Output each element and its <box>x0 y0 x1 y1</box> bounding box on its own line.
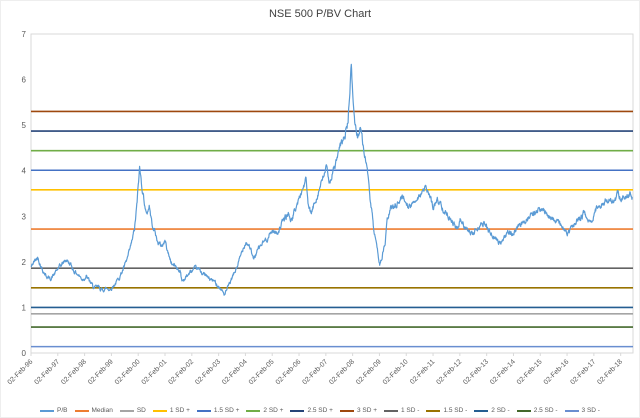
legend-label: SD <box>136 407 146 414</box>
x-tick-label: 02-Feb-96 <box>7 358 35 386</box>
legend-marker-1-5-sd <box>426 409 441 412</box>
x-tick-label: 02-Feb-04 <box>221 358 249 386</box>
x-tick-label: 02-Feb-10 <box>382 358 410 386</box>
x-tick-label: 02-Feb-07 <box>301 358 329 386</box>
legend-label: 1 SD + <box>169 407 190 414</box>
y-tick-label: 5 <box>22 121 27 130</box>
chart-legend: P/B Median SD 1 SD + 1.5 SD + 2 SD + 2.5 SD + 3… <box>1 407 639 414</box>
x-tick-label: 02-Feb-12 <box>435 358 463 386</box>
y-tick-label: 0 <box>22 349 27 358</box>
legend-label: 3 SD + <box>356 407 378 414</box>
legend-marker-1-5-sd <box>196 409 211 412</box>
y-tick-label: 1 <box>22 303 27 312</box>
legend-item-sd: SD <box>119 407 146 414</box>
legend-marker-3-sd <box>339 409 354 412</box>
pb-series-line <box>30 63 633 296</box>
legend-label: 1.5 SD + <box>213 407 240 414</box>
legend-item-1-5-sd: 1.5 SD + <box>196 407 240 414</box>
legend-item-2-sd: 2 SD + <box>246 407 283 414</box>
legend-item-p-b: P/B <box>40 407 68 414</box>
legend-marker-2-sd <box>474 409 489 412</box>
chart-title: NSE 500 P/BV Chart <box>268 8 372 20</box>
legend-label: 2.5 SD + <box>307 407 333 414</box>
x-tick-label: 02-Feb-17 <box>569 358 597 386</box>
legend-item-2-5-sd: 2.5 SD - <box>516 407 558 414</box>
legend-marker-median <box>74 409 89 412</box>
x-tick-label: 02-Feb-18 <box>596 358 624 386</box>
x-tick-label: 02-Feb-06 <box>275 358 303 386</box>
legend-marker-2-sd <box>246 409 261 412</box>
legend-item-1-5-sd: 1.5 SD - <box>426 407 467 414</box>
legend-label: 2 SD - <box>491 407 510 414</box>
legend-marker-2-5-sd <box>516 409 531 412</box>
legend-label: 1.5 SD - <box>443 407 468 414</box>
legend-item-3-sd: 3 SD + <box>339 407 378 414</box>
x-tick-label: 02-Feb-05 <box>248 358 276 386</box>
legend-marker-sd <box>119 409 134 412</box>
x-tick-label: 02-Feb-15 <box>516 358 544 386</box>
legend-label: P/B <box>57 407 68 414</box>
y-tick-label: 2 <box>22 258 27 267</box>
legend-item-2-5-sd: 2.5 SD + <box>290 407 333 414</box>
legend-label: 3 SD - <box>581 407 600 414</box>
legend-label: Median <box>91 407 113 414</box>
x-tick-label: 02-Feb-13 <box>462 358 490 386</box>
legend-marker-2-5-sd <box>290 409 305 412</box>
x-tick-label: 02-Feb-09 <box>355 358 383 386</box>
x-tick-label: 02-Feb-99 <box>87 358 115 386</box>
legend-item-1-sd: 1 SD + <box>152 407 190 414</box>
x-tick-label: 02-Feb-00 <box>114 358 142 386</box>
x-tick-label: 02-Feb-03 <box>194 358 222 386</box>
y-tick-label: 7 <box>22 30 27 39</box>
x-tick-label: 02-Feb-14 <box>489 358 517 386</box>
legend-item-2-sd: 2 SD - <box>474 407 510 414</box>
x-tick-label: 02-Feb-08 <box>328 358 356 386</box>
x-tick-label: 02-Feb-02 <box>167 358 195 386</box>
legend-marker-1-sd <box>152 409 167 412</box>
x-tick-label: 02-Feb-01 <box>141 358 169 386</box>
y-tick-label: 3 <box>22 212 27 221</box>
legend-label: 2.5 SD - <box>533 407 558 414</box>
legend-item-1-sd: 1 SD - <box>384 407 419 414</box>
legend-marker-p-b <box>40 409 55 412</box>
x-tick-label: 02-Feb-11 <box>409 358 436 385</box>
x-tick-label: 02-Feb-98 <box>60 358 88 386</box>
legend-marker-1-sd <box>384 409 399 412</box>
x-tick-label: 02-Feb-16 <box>543 358 571 386</box>
legend-item-3-sd: 3 SD - <box>564 407 600 414</box>
y-tick-label: 4 <box>22 167 27 176</box>
legend-marker-3-sd <box>564 409 579 412</box>
legend-label: 1 SD - <box>401 407 420 414</box>
legend-label: 2 SD + <box>263 407 284 414</box>
y-tick-label: 6 <box>22 76 27 85</box>
x-tick-label: 02-Feb-97 <box>33 358 61 386</box>
legend-item-median: Median <box>74 407 113 414</box>
plot-border <box>30 33 634 354</box>
